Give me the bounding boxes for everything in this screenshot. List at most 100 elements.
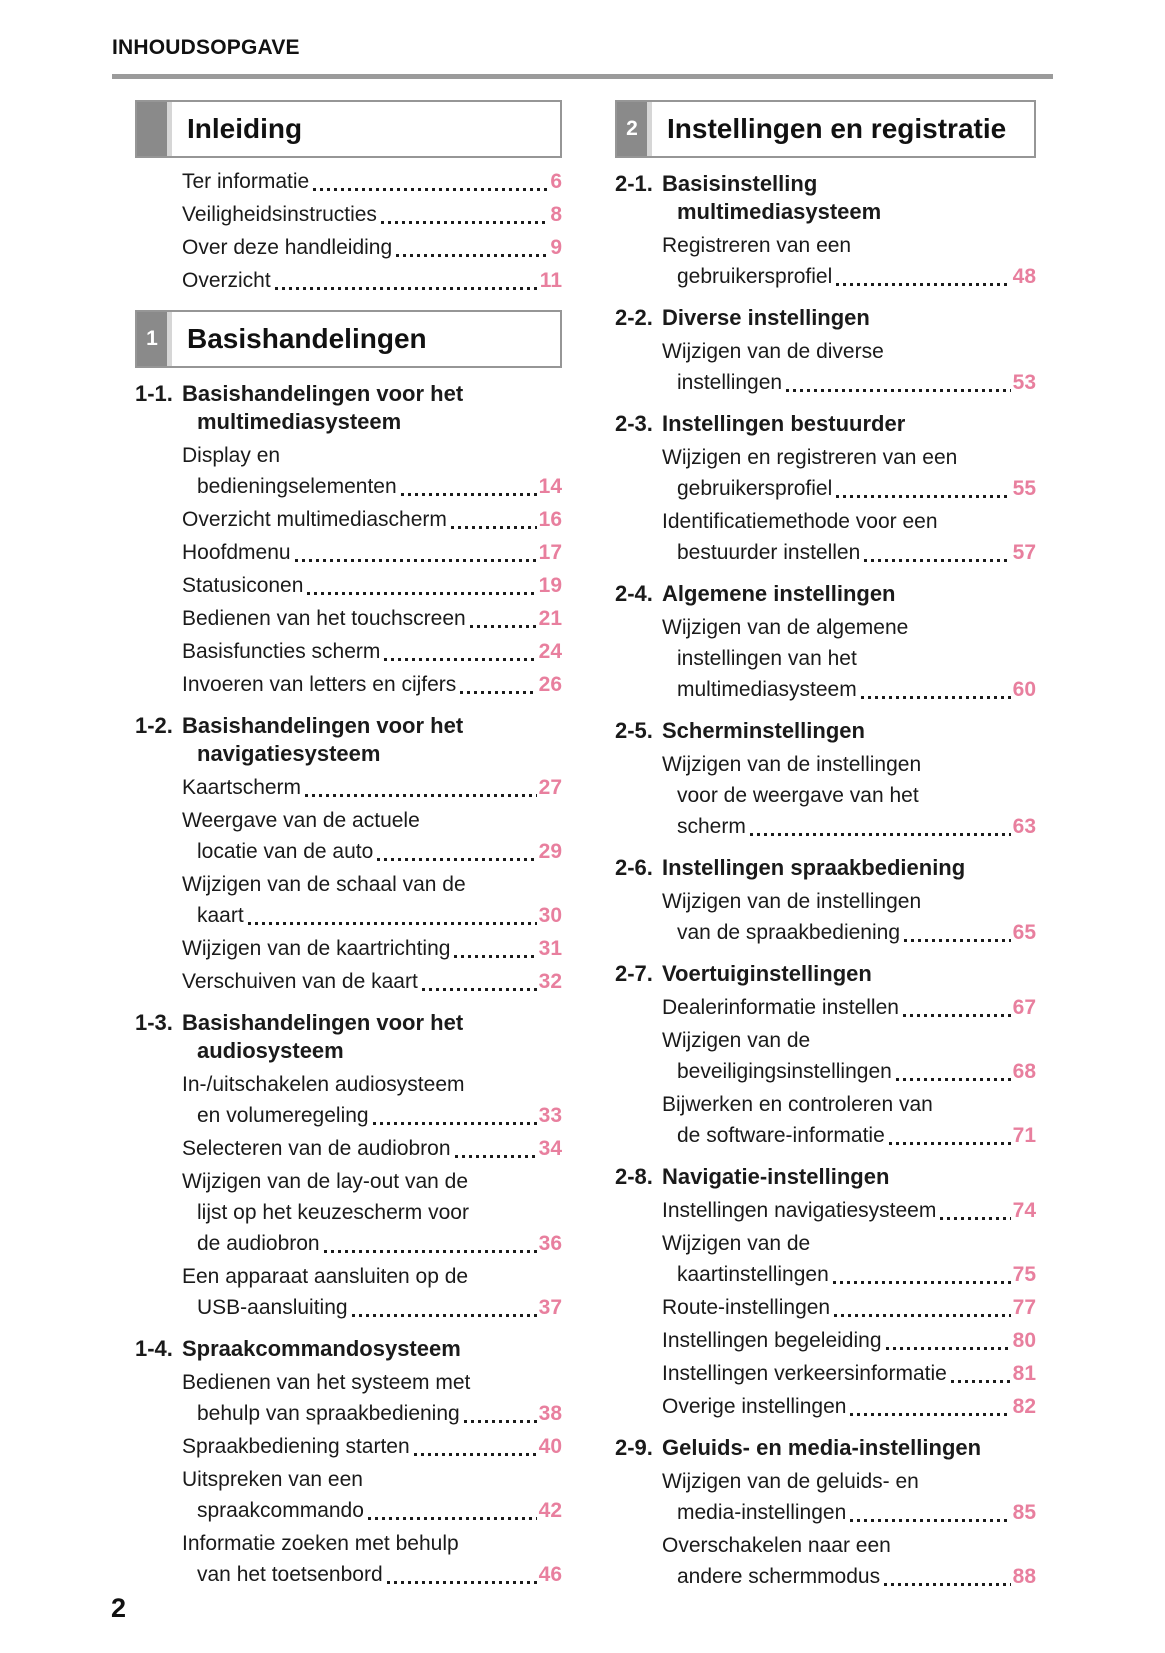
entry-text: multimediasysteem <box>677 678 857 701</box>
section-entry-list: Wijzigen van de geluids- en media-instell… <box>615 1466 1036 1592</box>
section-title-line: Basishandelingen voor het <box>182 1010 464 1035</box>
page-ref: 30 <box>538 904 562 927</box>
entry-text: Basisfuncties scherm <box>182 640 381 663</box>
toc-section: 1-2. Basishandelingen voor het navigatiesy… <box>135 712 562 997</box>
entry-text: en volumeregeling <box>197 1104 369 1127</box>
page-ref: 81 <box>1012 1362 1036 1385</box>
toc-section: 2-3. Instellingen bestuurder Wijzigen en r… <box>615 410 1036 568</box>
section-title: Basishandelingen voor het navigatiesystee… <box>182 712 463 768</box>
toc-entry: Een apparaat aansluiten op de USB-aanslui… <box>182 1261 562 1323</box>
section-entry-list: Bedienen van het systeem met behulp van s… <box>135 1367 562 1590</box>
entry-text: USB-aansluiting <box>197 1296 348 1319</box>
toc-entry-line: kaartinstellingen 75 <box>662 1259 1036 1290</box>
toc-section: 2-1. Basisinstelling multimediasysteem Regi… <box>615 170 1036 292</box>
page-ref: 85 <box>1012 1501 1036 1524</box>
toc-entry-line: Bedienen van het touchscreen 21 <box>182 603 562 634</box>
page-ref: 53 <box>1012 371 1036 394</box>
toc-entry-line: Dealerinformatie instellen 67 <box>662 992 1036 1023</box>
toc-entry: Registreren van een gebruikersprofiel 48 <box>662 230 1036 292</box>
toc-entry-line: locatie van de auto 29 <box>182 836 562 867</box>
dot-leader <box>384 658 537 661</box>
toc-entry-line: Instellingen navigatiesysteem 74 <box>662 1195 1036 1226</box>
toc-entry-line: Instellingen begeleiding 80 <box>662 1325 1036 1356</box>
dot-leader <box>372 1122 537 1125</box>
section-heading: 2-6. Instellingen spraakbediening <box>615 854 1036 882</box>
entry-text: de software-informatie <box>677 1124 885 1147</box>
chapter-title: Basishandelingen <box>187 323 427 354</box>
entry-text: Registreren van een <box>662 234 852 257</box>
toc-entry: Informatie zoeken met behulp van het toet… <box>182 1528 562 1590</box>
section-number: 1-4. <box>135 1336 173 1361</box>
page-ref: 16 <box>538 508 562 531</box>
entry-text: beveiligingsinstellingen <box>677 1060 892 1083</box>
toc-entry-line: scherm 63 <box>662 811 1036 842</box>
toc-entry: Statusiconen 19 <box>182 570 562 601</box>
toc-entry: Dealerinformatie instellen 67 <box>662 992 1036 1023</box>
section-title-line: multimediasysteem <box>197 409 402 434</box>
dot-leader <box>895 1078 1011 1081</box>
page-title: INHOUDSOPGAVE <box>112 36 300 59</box>
page-ref: 67 <box>1012 996 1036 1019</box>
page-ref: 71 <box>1012 1124 1036 1147</box>
toc-entry-line: lijst op het keuzescherm voor <box>182 1197 562 1228</box>
entry-text: Route-instellingen <box>662 1296 831 1319</box>
section-heading: 1-1. Basishandelingen voor het multimedias… <box>135 380 562 436</box>
toc-entry-line: Wijzigen van de instellingen <box>662 886 1036 917</box>
toc-entry-line: Spraakbediening starten 40 <box>182 1431 562 1462</box>
section-entry-list: Instellingen navigatiesysteem 74 Wijzigen … <box>615 1195 1036 1422</box>
dot-leader <box>749 833 1011 836</box>
dot-leader <box>940 1217 1011 1220</box>
toc-entry-line: andere schermmodus 88 <box>662 1561 1036 1592</box>
dot-leader <box>904 939 1011 942</box>
entry-text: Over deze handleiding <box>182 236 393 259</box>
toc-entry: Instellingen navigatiesysteem 74 <box>662 1195 1036 1226</box>
section-heading: 2-9. Geluids- en media-instellingen <box>615 1434 1036 1462</box>
toc-entry: Ter informatie 6 <box>182 166 562 197</box>
section-title: Instellingen bestuurder <box>662 410 905 438</box>
section-number: 2-5. <box>615 718 653 743</box>
page-ref: 6 <box>550 170 562 193</box>
section-title-line: Instellingen spraakbediening <box>662 855 966 880</box>
section-number: 2-1. <box>615 171 653 196</box>
dot-leader <box>885 1347 1011 1350</box>
entry-text: kaart <box>197 904 244 927</box>
toc-entry: Overige instellingen 82 <box>662 1391 1036 1422</box>
toc-entry-line: Overzicht multimediascherm 16 <box>182 504 562 535</box>
entry-text: Bedienen van het touchscreen <box>182 607 466 630</box>
section-number: 2-4. <box>615 581 653 606</box>
entry-text: Spraakbediening starten <box>182 1435 410 1458</box>
page-ref: 65 <box>1012 921 1036 944</box>
section-entry-list: Wijzigen en registreren van een gebruiker… <box>615 442 1036 568</box>
entry-text: gebruikersprofiel <box>677 477 833 500</box>
dot-leader <box>386 1581 537 1584</box>
toc-entry-line: Overzicht 11 <box>182 265 562 296</box>
section-entry-list: Registreren van een gebruikersprofiel 48 <box>615 230 1036 292</box>
toc-entry-line: Selecteren van de audiobron 34 <box>182 1133 562 1164</box>
toc-entry-line: Statusiconen 19 <box>182 570 562 601</box>
toc-section: 2-2. Diverse instellingen Wijzigen van de … <box>615 304 1036 398</box>
section-entry-list: In-/uitschakelen audiosysteem en volumere… <box>135 1069 562 1323</box>
page-ref: 27 <box>538 776 562 799</box>
dot-leader <box>323 1250 537 1253</box>
entry-text: behulp van spraakbediening <box>197 1402 460 1425</box>
entry-text: Wijzigen van de geluids- en <box>662 1470 919 1493</box>
toc-section: 2-6. Instellingen spraakbediening Wijzigen… <box>615 854 1036 948</box>
chapter-entry-list: Ter informatie 6 Veiligheidsinstructies 8 Ov… <box>135 166 562 296</box>
section-title-line: Diverse instellingen <box>662 305 870 330</box>
toc-entry-line: Wijzigen van de <box>662 1228 1036 1259</box>
dot-leader <box>274 287 538 290</box>
page-ref: 17 <box>538 541 562 564</box>
section-heading: 2-5. Scherminstellingen <box>615 717 1036 745</box>
dot-leader <box>313 188 549 191</box>
section-number: 2-7. <box>615 961 653 986</box>
toc-entry: Instellingen begeleiding 80 <box>662 1325 1036 1356</box>
entry-text: Wijzigen van de <box>662 1029 811 1052</box>
section-title-line: Instellingen bestuurder <box>662 411 906 436</box>
section-title: Basishandelingen voor het audiosysteem <box>182 1009 463 1065</box>
page-ref: 46 <box>538 1563 562 1586</box>
toc-entry-line: media-instellingen 85 <box>662 1497 1036 1528</box>
entry-text: Overzicht multimediascherm <box>182 508 447 531</box>
page-ref: 24 <box>538 640 562 663</box>
dot-leader <box>902 1014 1011 1017</box>
toc-entry-line: multimediasysteem 60 <box>662 674 1036 705</box>
